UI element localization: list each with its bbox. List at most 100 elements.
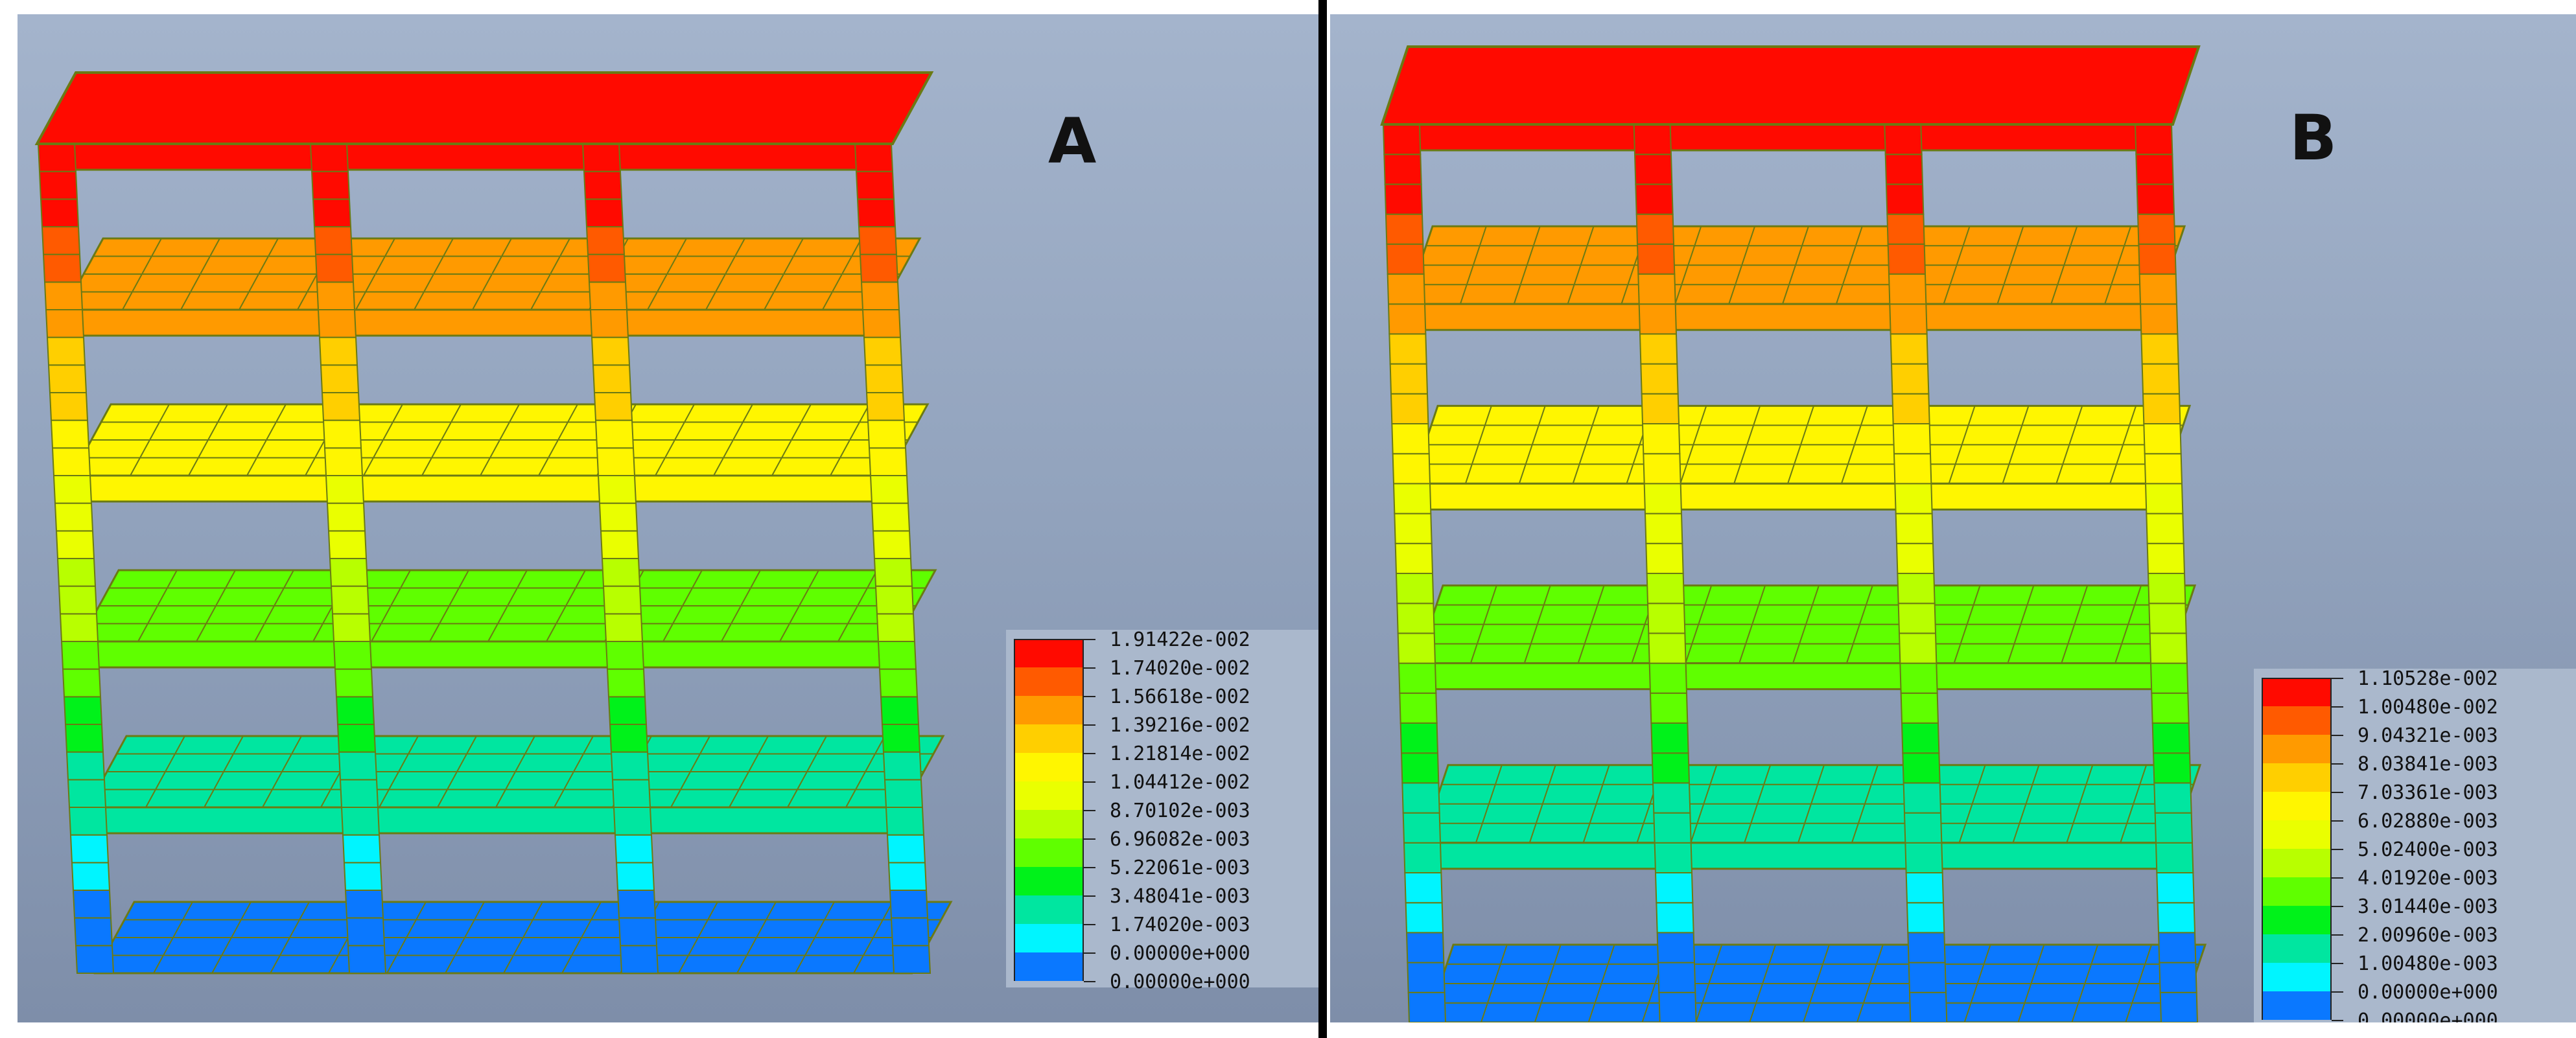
column-segment xyxy=(864,364,904,393)
column-segment xyxy=(333,641,373,670)
column-segment xyxy=(613,807,653,836)
column-segment xyxy=(336,724,377,753)
column-segment xyxy=(1889,303,1928,335)
column-segment xyxy=(616,890,657,919)
edge-beam xyxy=(55,143,874,171)
column-segment xyxy=(1646,573,1685,605)
column-segment xyxy=(598,502,638,532)
legend-tick xyxy=(2332,877,2343,879)
column-segment xyxy=(1405,902,1444,934)
column-segment xyxy=(615,862,655,891)
column-segment xyxy=(321,392,361,421)
column-segment xyxy=(2149,662,2189,694)
column-segment xyxy=(1654,842,1693,873)
column-segment xyxy=(1658,991,1697,1022)
column-segment xyxy=(62,668,102,698)
column-segment xyxy=(1403,842,1442,873)
column-segment xyxy=(1633,154,1673,185)
column-segment xyxy=(1903,812,1943,844)
column-segment xyxy=(1390,393,1429,424)
column-segment xyxy=(1887,243,1926,275)
column-segment xyxy=(2153,782,2192,814)
legend-value: 8.03841e-003 xyxy=(2358,753,2498,776)
column-segment xyxy=(335,696,375,725)
column-segment xyxy=(2142,393,2181,424)
legend-tick xyxy=(2332,820,2343,822)
viewport-a[interactable]: A 1.91422e-002 1.74020e-002 1.56618e-002 1.… xyxy=(18,14,1324,1022)
column-segment xyxy=(1405,932,1445,963)
column-segment xyxy=(75,945,115,974)
column-segment xyxy=(1392,483,1432,514)
column-segment xyxy=(2148,603,2187,634)
column-segment xyxy=(1383,154,1422,185)
column-segment xyxy=(322,419,362,449)
column-segment xyxy=(312,198,352,227)
column-segment xyxy=(1636,243,1676,275)
column-segment xyxy=(610,751,650,781)
legend-tick xyxy=(2332,763,2343,765)
column-segment xyxy=(1643,453,1681,485)
column-segment xyxy=(1635,183,1674,215)
column-segment xyxy=(41,226,81,255)
column-segment xyxy=(2141,363,2181,395)
column-segment xyxy=(603,613,644,642)
legend-swatch xyxy=(2262,792,2332,820)
column-segment xyxy=(596,447,636,476)
column-segment xyxy=(40,198,80,227)
legend-tick xyxy=(1084,895,1095,897)
legend-entry: 1.04412e-002 xyxy=(1014,771,1324,810)
legend-entry: 2.00960e-003 xyxy=(2262,924,2576,963)
column-segment xyxy=(1399,692,1438,724)
column-segment xyxy=(55,530,95,559)
column-segment xyxy=(1407,991,1447,1022)
column-segment xyxy=(609,724,649,753)
column-segment xyxy=(1901,722,1940,754)
column-segment xyxy=(342,834,382,864)
legend-tick xyxy=(1084,639,1095,640)
edge-beam xyxy=(78,640,898,669)
column-segment xyxy=(2159,991,2199,1022)
column-segment xyxy=(69,834,110,864)
edge-beam xyxy=(1405,303,2160,331)
legend-tick xyxy=(2332,906,2343,907)
legend-value: 1.91422e-002 xyxy=(1110,629,1250,651)
column-segment xyxy=(1908,962,1947,993)
column-segment xyxy=(1638,303,1678,335)
legend-entry: 1.10528e-002 xyxy=(2262,667,2576,706)
column-segment xyxy=(45,309,85,338)
column-segment xyxy=(619,945,659,974)
column-segment xyxy=(606,668,646,698)
legend-swatch xyxy=(2262,991,2332,1020)
column-segment xyxy=(1648,632,1687,664)
column-segment xyxy=(1648,662,1688,694)
column-segment xyxy=(53,475,93,504)
legend-swatch xyxy=(1014,952,1084,981)
legend-swatch xyxy=(2262,735,2332,763)
column-segment xyxy=(316,281,356,310)
panel-divider xyxy=(1318,0,1327,1038)
column-segment xyxy=(58,585,98,615)
column-segment xyxy=(1893,453,1932,485)
column-segment xyxy=(1407,962,1446,993)
legend-entry: 3.48041e-003 xyxy=(1014,885,1324,924)
column-segment xyxy=(855,170,895,200)
column-segment xyxy=(1633,124,1672,156)
column-segment xyxy=(863,336,903,366)
column-segment xyxy=(327,530,368,559)
legend-swatch xyxy=(2262,877,2332,906)
column-segment xyxy=(889,890,929,919)
legend-entry: 7.03361e-003 xyxy=(2262,781,2576,820)
legend-entry: 1.00480e-002 xyxy=(2262,696,2576,735)
column-segment xyxy=(1899,662,1938,694)
column-segment xyxy=(1385,213,1424,245)
legend-value: 1.56618e-002 xyxy=(1110,686,1250,708)
panel-label-b: B xyxy=(2289,102,2337,174)
legend-entry: 9.04321e-003 xyxy=(2262,724,2576,763)
legend-tick xyxy=(1084,781,1095,783)
legend-value: 8.70102e-003 xyxy=(1110,800,1250,822)
viewport-b[interactable]: B 1.10528e-002 1.00480e-002 9.04321e-003 8.… xyxy=(1330,14,2576,1022)
column-segment xyxy=(614,834,654,864)
column-segment xyxy=(854,143,894,172)
column-segment xyxy=(345,917,386,947)
legend-entry: 1.21814e-002 xyxy=(1014,743,1324,781)
